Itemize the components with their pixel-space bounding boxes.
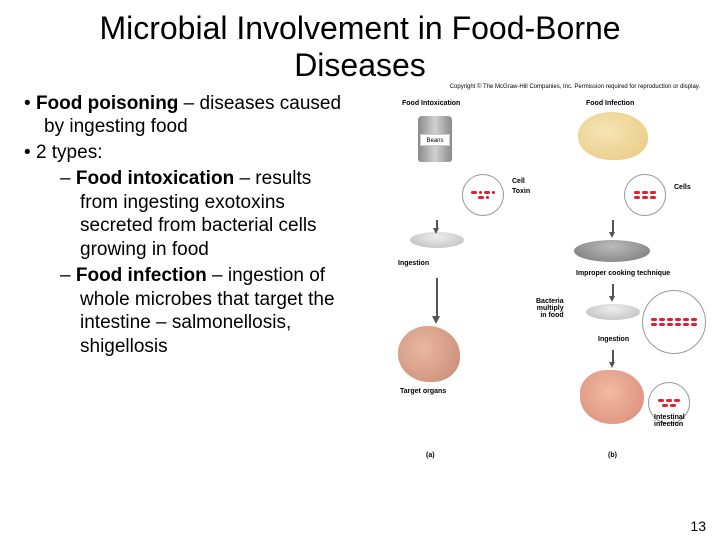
toxin-label: Toxin bbox=[512, 188, 530, 195]
pan-icon bbox=[574, 240, 650, 262]
bullet-column: Food poisoning – diseases caused by inge… bbox=[24, 92, 354, 361]
arrow-down-icon bbox=[609, 232, 615, 238]
arrow-down-icon bbox=[609, 296, 615, 302]
heading-infection: Food Infection bbox=[586, 100, 634, 107]
slide-title: Microbial Involvement in Food-Borne Dise… bbox=[0, 0, 720, 92]
arrow-down-icon bbox=[432, 316, 440, 324]
cell-label: Cell bbox=[512, 178, 525, 185]
content-row: Food poisoning – diseases caused by inge… bbox=[0, 92, 720, 361]
can-label: Beans bbox=[420, 134, 450, 146]
chicken-icon bbox=[578, 112, 648, 160]
intestine-icon bbox=[580, 370, 644, 424]
cells-circle-icon bbox=[624, 174, 666, 216]
diagram-panel: Copyright © The McGraw-Hill Companies, I… bbox=[354, 92, 704, 361]
bullet-label: Food infection bbox=[76, 265, 207, 286]
improper-cooking-label: Improper cooking technique bbox=[576, 270, 670, 277]
beans-can-icon: Beans bbox=[418, 116, 452, 162]
cells-label: Cells bbox=[674, 184, 691, 191]
bullet-label: Food intoxication bbox=[76, 168, 234, 189]
plate-icon bbox=[410, 232, 464, 248]
ingestion-b-label: Ingestion bbox=[598, 336, 629, 343]
panel-a-label: (a) bbox=[426, 452, 435, 459]
bullet-text: 2 types: bbox=[36, 142, 103, 163]
arrow-icon bbox=[436, 278, 438, 318]
bullet-two-types: 2 types: bbox=[24, 141, 354, 165]
panel-b-label: (b) bbox=[608, 452, 617, 459]
copyright-line: Copyright © The McGraw-Hill Companies, I… bbox=[450, 84, 700, 90]
plate-icon bbox=[586, 304, 640, 320]
arrow-down-icon bbox=[609, 362, 615, 368]
bullet-label: Food poisoning bbox=[36, 93, 178, 114]
intestinal-infection-label: Intestinal infection bbox=[654, 414, 685, 428]
arrow-down-icon bbox=[433, 228, 439, 234]
bacteria-circle-icon bbox=[642, 290, 706, 354]
target-organs-label: Target organs bbox=[400, 388, 446, 395]
brain-icon bbox=[398, 326, 460, 382]
bacteria-multiply-label: Bacteria multiply in food bbox=[536, 298, 564, 319]
cell-toxin-icon bbox=[462, 174, 504, 216]
bullet-food-intoxication: Food intoxication – results from ingesti… bbox=[24, 167, 354, 262]
ingestion-a-label: Ingestion bbox=[398, 260, 429, 267]
heading-intoxication: Food Intoxication bbox=[402, 100, 460, 107]
bullet-food-poisoning: Food poisoning – diseases caused by inge… bbox=[24, 92, 354, 140]
bullet-food-infection: Food infection – ingestion of whole micr… bbox=[24, 264, 354, 359]
page-number: 13 bbox=[690, 518, 706, 534]
